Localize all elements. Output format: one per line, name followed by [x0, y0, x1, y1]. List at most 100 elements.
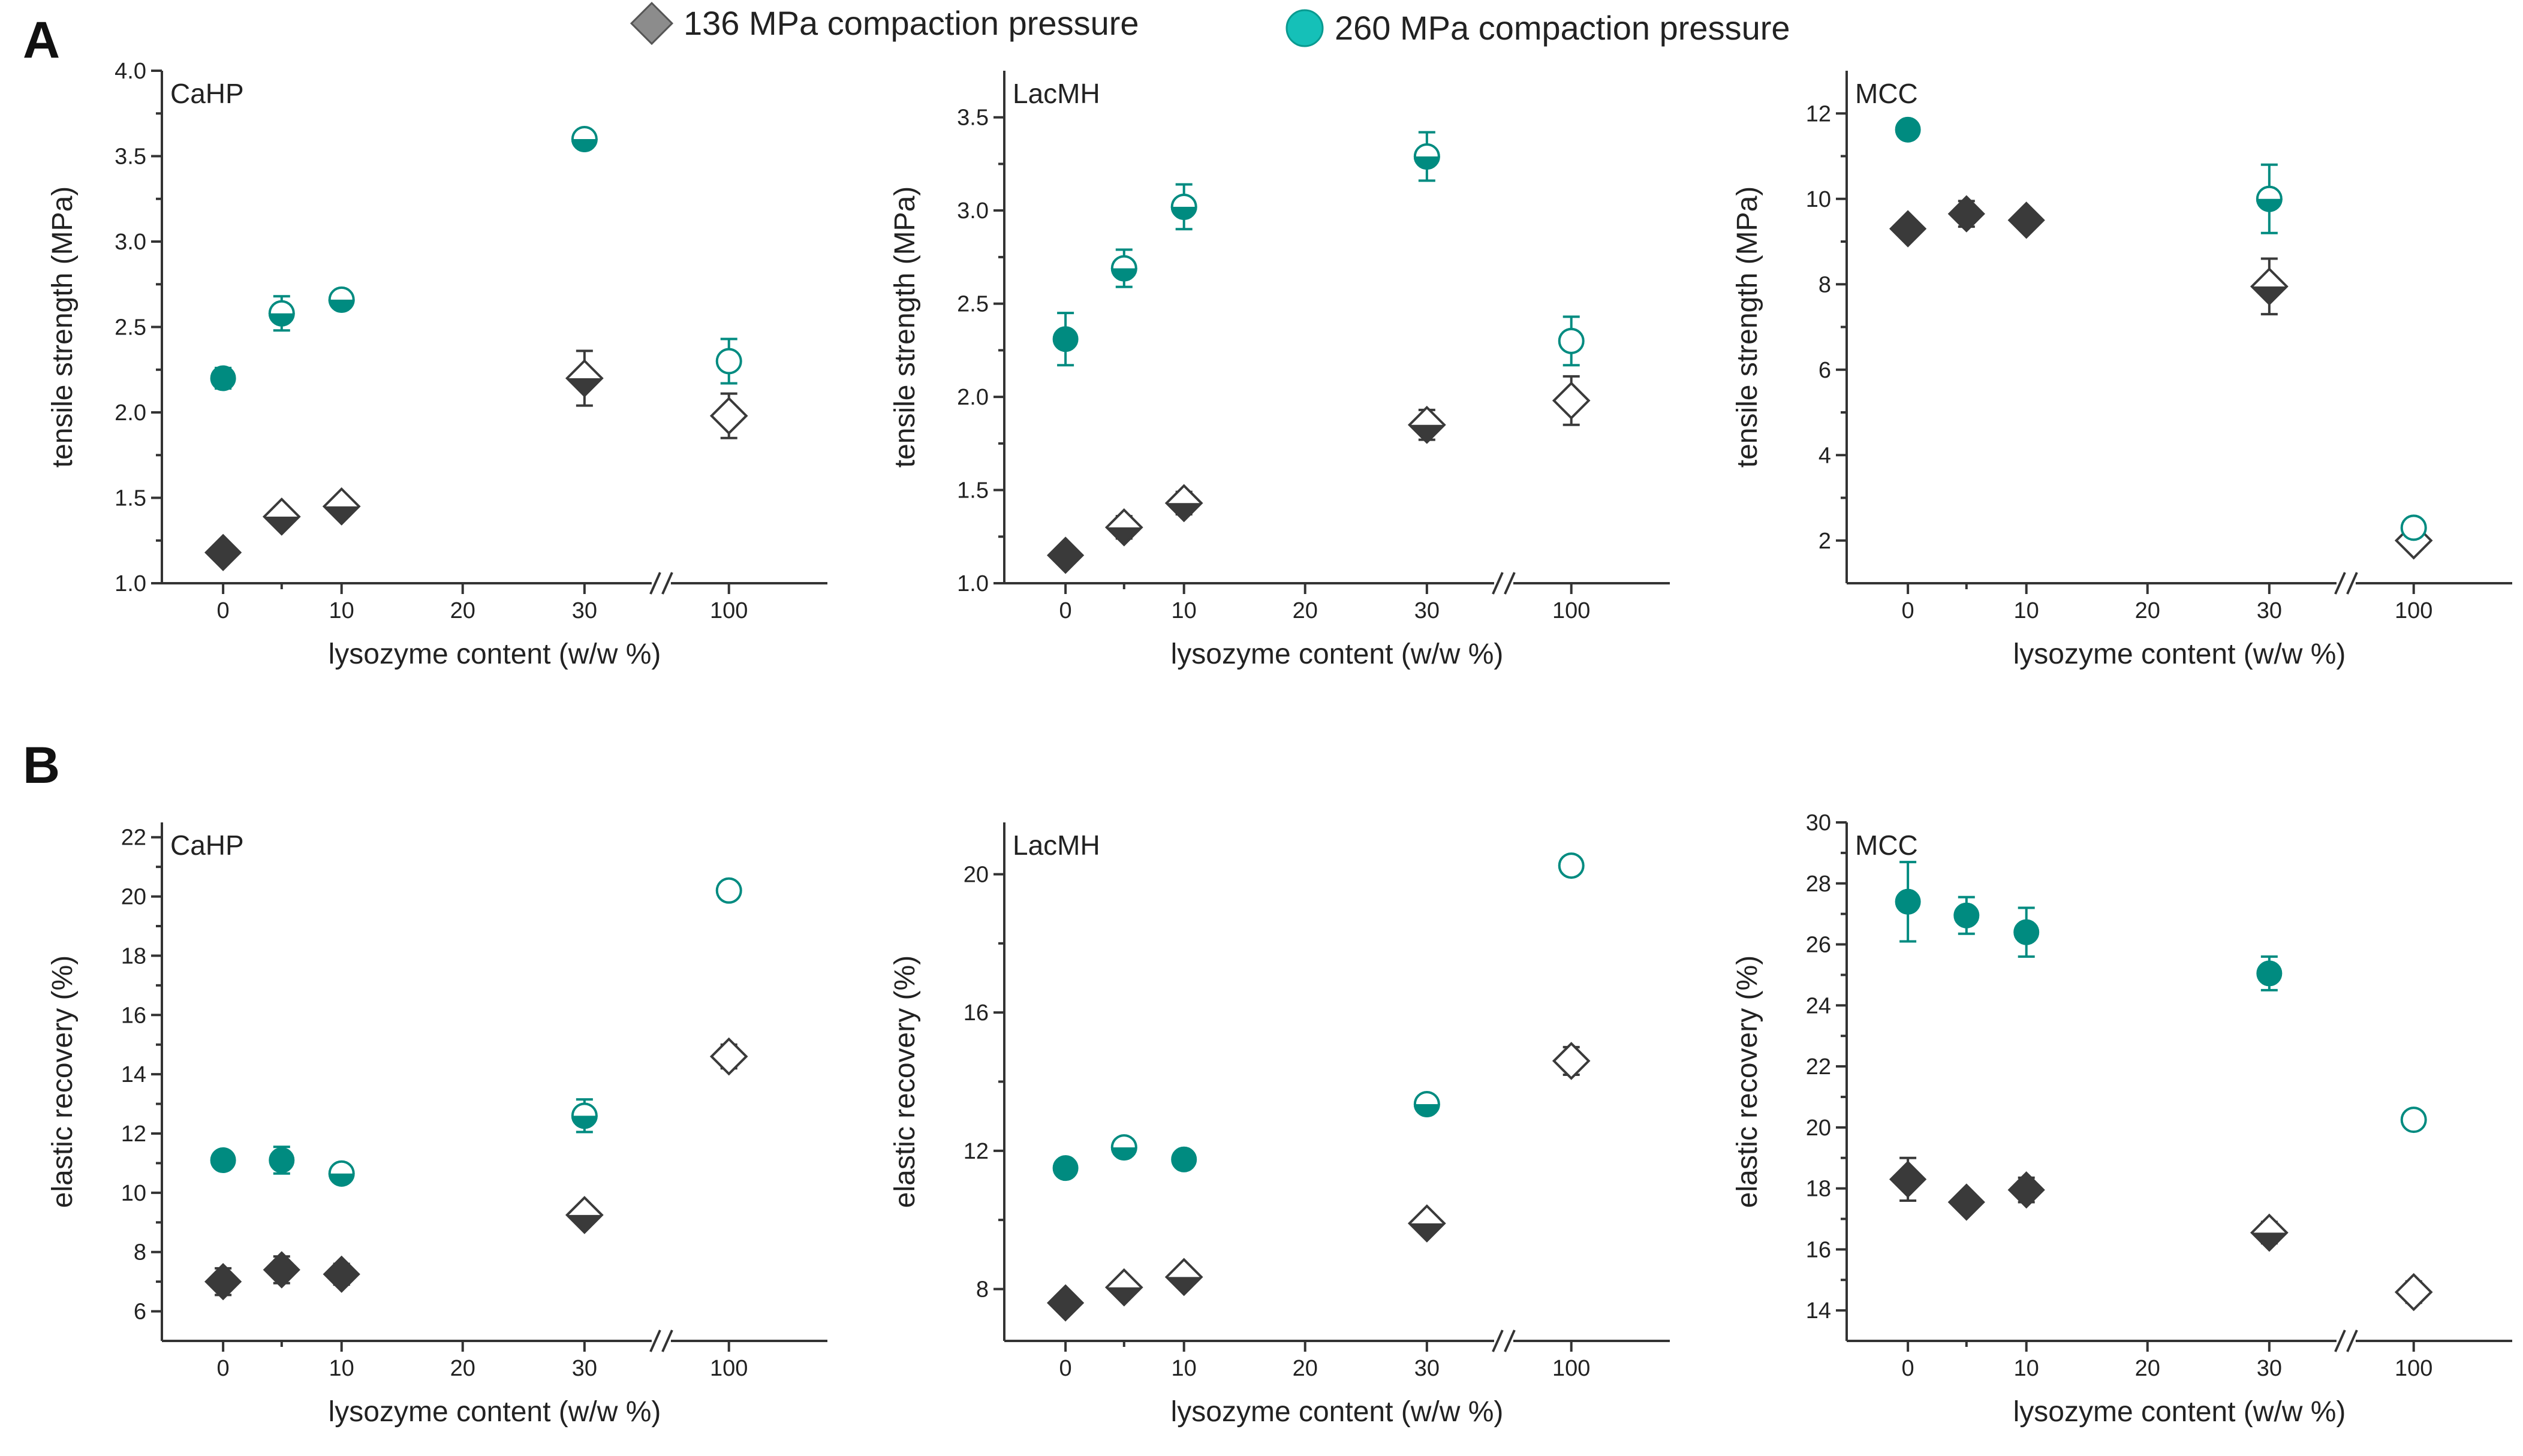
x-axis-title: lysozyme content (w/w %): [2013, 1396, 2346, 1428]
y-tick-label: 16: [1806, 1237, 1831, 1262]
legend-label-260: 260 MPa compaction pressure: [1335, 9, 1790, 47]
marker-shape: [1052, 1155, 1079, 1181]
data-point: [1947, 195, 1985, 233]
data-point: [1110, 1134, 1137, 1161]
x-tick-label: 0: [1902, 598, 1914, 623]
data-point: [262, 498, 301, 536]
marker-shape: [1947, 195, 1985, 233]
series-260-mpa: [1895, 861, 2427, 1134]
y-tick-label: 8: [976, 1277, 989, 1303]
data-point: [715, 337, 742, 385]
marker-shape: [1171, 1146, 1197, 1172]
marker-shape: [2007, 1171, 2045, 1209]
marker-shape: [565, 378, 604, 397]
x-tick-label: 30: [1414, 598, 1440, 623]
y-tick-label: 8: [134, 1240, 146, 1265]
x-axis-title: lysozyme content (w/w %): [1171, 638, 1504, 670]
data-point: [2400, 514, 2427, 541]
point-marker: [1104, 508, 1143, 547]
point-marker: [565, 359, 604, 397]
point-marker: [2250, 1213, 2289, 1252]
point-marker: [322, 487, 361, 526]
marker-shape: [1110, 268, 1137, 282]
marker-shape: [1413, 156, 1440, 170]
point-marker: [2400, 1107, 2427, 1134]
data-point: [268, 295, 295, 332]
charts-container: 1.01.52.02.53.03.54.00 10 20 30 100CaHPlysoz…: [47, 59, 2512, 1428]
marker-shape: [323, 1255, 360, 1293]
marker-shape: [1408, 424, 1446, 444]
marker-shape: [1889, 1160, 1927, 1198]
x-tick-label: 20: [1293, 1356, 1318, 1381]
y-tick-label: 1.5: [115, 486, 146, 511]
data-point: [1947, 1183, 1985, 1221]
x-tick-label: 30: [2257, 598, 2282, 623]
point-marker: [1164, 484, 1203, 523]
point-marker: [1046, 1284, 1085, 1322]
y-tick-label: 20: [121, 885, 146, 910]
x-tick-label: 10: [1172, 1356, 1197, 1381]
data-point: [715, 877, 742, 904]
data-point: [2013, 906, 2040, 958]
y-tick-label: 22: [121, 825, 146, 851]
marker-shape: [715, 348, 742, 375]
y-axis-title: tensile strength (MPa): [47, 186, 79, 468]
marker-shape: [1408, 1223, 1446, 1243]
data-point: [571, 1098, 598, 1134]
data-point: [1171, 1146, 1197, 1172]
data-point: [2250, 257, 2289, 316]
point-marker: [210, 1147, 236, 1173]
y-tick-label: 2: [1819, 529, 1831, 554]
point-marker: [2007, 201, 2045, 239]
y-tick-label: 4: [1819, 443, 1831, 468]
series-260-mpa: [1052, 852, 1585, 1181]
data-point: [1552, 375, 1591, 426]
data-point: [2394, 1273, 2433, 1312]
data-point: [2007, 201, 2045, 239]
x-tick-label: 10: [2014, 1356, 2039, 1381]
point-marker: [1889, 1160, 1927, 1198]
marker-shape: [263, 1251, 300, 1289]
axis-break-mark: [1492, 572, 1504, 595]
data-point: [1895, 116, 1921, 143]
x-tick-label: 0: [1059, 1356, 1072, 1381]
y-tick-label: 6: [134, 1300, 146, 1325]
point-marker: [715, 877, 742, 904]
marker-shape: [328, 1173, 355, 1187]
x-tick-label: 100: [2395, 1356, 2432, 1381]
point-marker: [1164, 1258, 1203, 1297]
x-tick-label: 10: [2014, 598, 2039, 623]
point-marker: [263, 1251, 300, 1289]
data-point: [1164, 484, 1203, 523]
point-marker: [210, 365, 236, 391]
marker-shape: [1558, 327, 1585, 354]
x-tick-label: 10: [329, 598, 354, 623]
data-point: [565, 1196, 604, 1234]
data-point: [322, 487, 361, 526]
point-marker: [1552, 381, 1591, 420]
x-tick-label: 10: [329, 1356, 354, 1381]
point-marker: [1052, 1155, 1079, 1181]
point-marker: [269, 1147, 295, 1173]
y-tick-label: 12: [1806, 101, 1831, 126]
marker-shape: [1052, 326, 1079, 352]
y-tick-label: 12: [964, 1139, 989, 1164]
y-tick-label: 14: [1806, 1298, 1831, 1324]
data-point: [1408, 405, 1446, 444]
point-marker: [1947, 195, 1985, 233]
chart-B-MCC: 14 16 18 20 22 24 26 28 30 0 10 20 30 100 MCC lysozyme …: [1732, 810, 2512, 1428]
panel-title: MCC: [1855, 78, 1918, 109]
marker-shape: [2013, 919, 2040, 945]
data-point: [1052, 1155, 1079, 1181]
marker-shape: [1104, 1287, 1143, 1307]
point-marker: [1889, 210, 1927, 248]
point-marker: [323, 1255, 360, 1293]
data-point: [2250, 1213, 2289, 1252]
x-tick-label: 100: [2395, 598, 2432, 623]
x-tick-label: 0: [217, 1356, 230, 1381]
chart-B-CaHP: 6 8 10 12 14 16 18 20 22 0 10 20 30 100 CaHP lysozyme c…: [47, 822, 827, 1428]
x-tick-label: 100: [710, 1356, 748, 1381]
y-tick-label: 4.0: [115, 59, 146, 84]
point-marker: [1170, 193, 1197, 220]
point-marker: [2250, 267, 2289, 306]
